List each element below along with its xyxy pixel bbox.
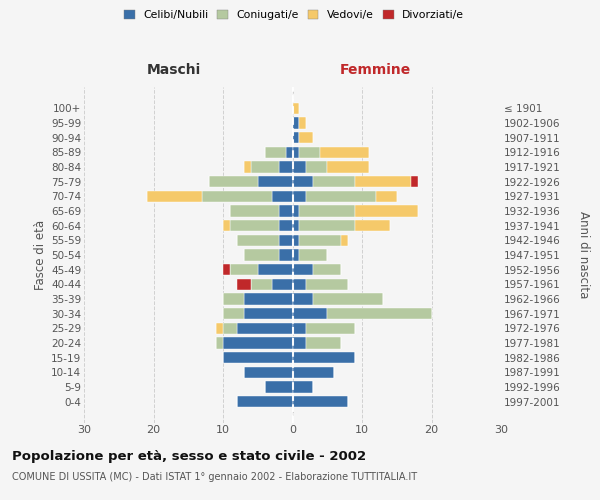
Bar — [355, 206, 418, 216]
Bar — [341, 234, 348, 246]
Bar — [230, 206, 278, 216]
Bar — [293, 250, 299, 260]
Bar — [216, 337, 223, 348]
Bar — [299, 234, 341, 246]
Bar — [258, 176, 293, 188]
Bar — [209, 176, 258, 188]
Bar — [223, 308, 244, 320]
Bar — [355, 220, 390, 232]
Bar — [265, 381, 293, 392]
Bar — [278, 220, 293, 232]
Bar — [223, 294, 244, 304]
Bar — [223, 264, 230, 276]
Bar — [293, 337, 307, 348]
Bar — [307, 162, 327, 173]
Y-axis label: Fasce di età: Fasce di età — [34, 220, 47, 290]
Bar — [299, 146, 320, 158]
Bar — [327, 162, 369, 173]
Text: Femmine: Femmine — [340, 64, 410, 78]
Bar — [223, 337, 293, 348]
Bar — [293, 396, 348, 407]
Bar — [293, 162, 307, 173]
Text: COMUNE DI USSITA (MC) - Dati ISTAT 1° gennaio 2002 - Elaborazione TUTTITALIA.IT: COMUNE DI USSITA (MC) - Dati ISTAT 1° ge… — [12, 472, 417, 482]
Bar — [299, 118, 307, 129]
Bar — [278, 250, 293, 260]
Bar — [293, 132, 299, 143]
Bar — [258, 264, 293, 276]
Bar — [293, 220, 299, 232]
Bar — [251, 278, 272, 290]
Bar — [223, 220, 230, 232]
Bar — [237, 322, 293, 334]
Bar — [265, 146, 286, 158]
Bar — [293, 118, 299, 129]
Bar — [410, 176, 418, 188]
Bar — [293, 278, 307, 290]
Bar — [320, 146, 369, 158]
Y-axis label: Anni di nascita: Anni di nascita — [577, 212, 590, 298]
Bar — [293, 322, 307, 334]
Bar — [286, 146, 293, 158]
Bar — [223, 322, 237, 334]
Bar — [299, 206, 355, 216]
Bar — [327, 308, 431, 320]
Bar — [202, 190, 272, 202]
Bar — [237, 396, 293, 407]
Bar — [299, 132, 313, 143]
Bar — [293, 264, 313, 276]
Bar — [293, 352, 355, 364]
Bar — [272, 190, 293, 202]
Bar — [293, 190, 307, 202]
Bar — [278, 162, 293, 173]
Bar — [230, 264, 258, 276]
Bar — [244, 366, 293, 378]
Bar — [376, 190, 397, 202]
Bar — [237, 278, 251, 290]
Bar — [237, 234, 278, 246]
Bar — [244, 308, 293, 320]
Bar — [251, 162, 278, 173]
Bar — [293, 176, 313, 188]
Bar — [244, 162, 251, 173]
Bar — [293, 308, 327, 320]
Bar — [146, 190, 202, 202]
Bar — [293, 234, 299, 246]
Bar — [299, 250, 327, 260]
Bar — [244, 294, 293, 304]
Text: Popolazione per età, sesso e stato civile - 2002: Popolazione per età, sesso e stato civil… — [12, 450, 366, 463]
Bar — [313, 176, 355, 188]
Legend: Celibi/Nubili, Coniugati/e, Vedovi/e, Divorziati/e: Celibi/Nubili, Coniugati/e, Vedovi/e, Di… — [122, 8, 466, 22]
Bar — [293, 381, 313, 392]
Bar — [230, 220, 278, 232]
Text: Maschi: Maschi — [147, 64, 201, 78]
Bar — [293, 146, 299, 158]
Bar — [313, 294, 383, 304]
Bar — [244, 250, 278, 260]
Bar — [293, 206, 299, 216]
Bar — [216, 322, 223, 334]
Bar — [355, 176, 410, 188]
Bar — [293, 366, 334, 378]
Bar — [223, 352, 293, 364]
Bar — [313, 264, 341, 276]
Bar — [272, 278, 293, 290]
Bar — [278, 234, 293, 246]
Bar — [307, 322, 355, 334]
Bar — [299, 220, 355, 232]
Bar — [307, 278, 348, 290]
Bar — [293, 102, 299, 114]
Bar — [278, 206, 293, 216]
Bar — [307, 337, 341, 348]
Bar — [307, 190, 376, 202]
Bar — [293, 294, 313, 304]
